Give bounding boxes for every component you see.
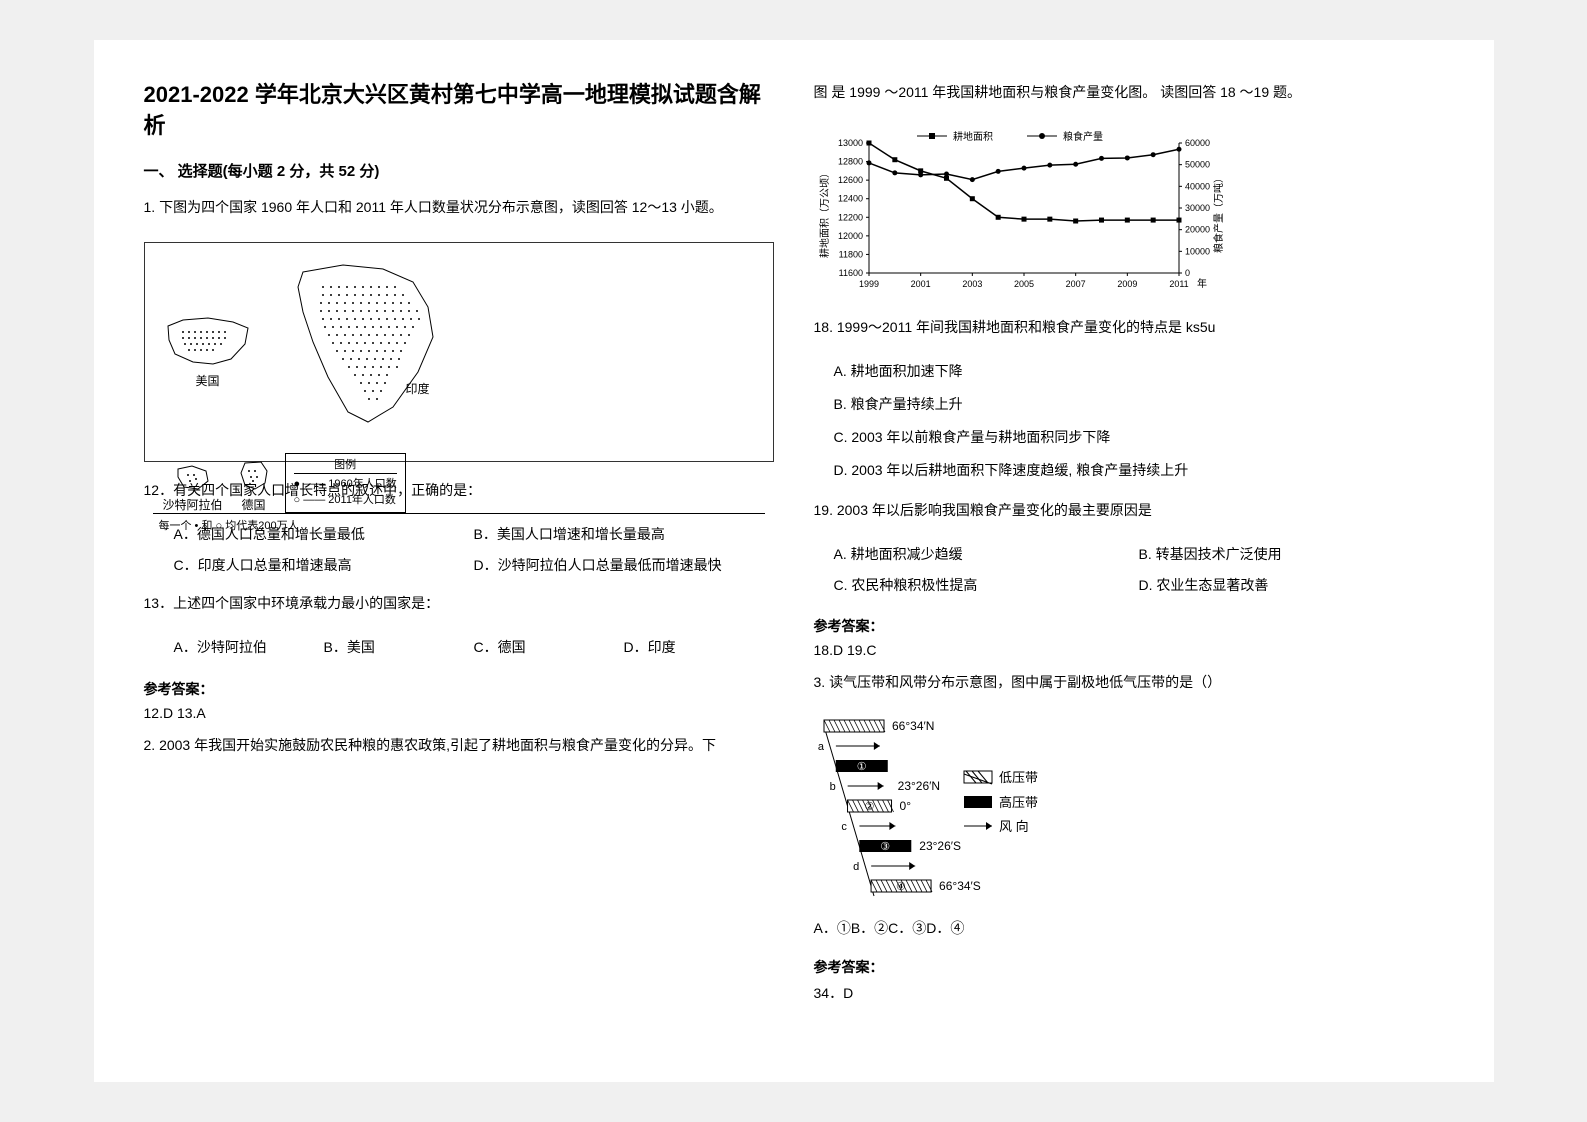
svg-text:2007: 2007 [1065, 279, 1085, 289]
answer-label-2: 参考答案： [814, 616, 1444, 636]
farmland-grain-chart: 11600 11800 12000 12200 12400 12600 12800 13000… [814, 123, 1234, 303]
svg-text:40000: 40000 [1185, 182, 1210, 192]
svg-text:d: d [853, 861, 859, 873]
section-1-head: 一、 选择题(每小题 2 分，共 52 分) [144, 160, 774, 181]
usa-label: 美国 [195, 372, 219, 389]
svg-text:13000: 13000 [837, 138, 862, 148]
svg-text:12800: 12800 [837, 157, 862, 167]
doc-title: 2021-2022 学年北京大兴区黄村第七中学高一地理模拟试题含解析 [144, 80, 774, 142]
svg-text:2005: 2005 [1013, 279, 1033, 289]
svg-text:b: b [829, 781, 835, 793]
q2-stem-part2: 图 是 1999 ～2011 年我国耕地面积与粮食产量变化图。 读图回答 18 … [814, 80, 1444, 105]
q13-opt-a: A．沙特阿拉伯 [174, 632, 324, 663]
q18-opt-d: D. 2003 年以后耕地面积下降速度趋缓, 粮食产量持续上升 [834, 455, 1444, 486]
svg-text:0°: 0° [899, 799, 911, 813]
svg-text:2011: 2011 [1169, 279, 1188, 289]
svg-text:20000: 20000 [1185, 225, 1210, 235]
answer-3: 34．D [814, 983, 1444, 1003]
svg-text:2009: 2009 [1117, 279, 1137, 289]
svg-text:12600: 12600 [837, 175, 862, 185]
left-column: 2021-2022 学年北京大兴区黄村第七中学高一地理模拟试题含解析 一、 选择… [144, 80, 774, 1042]
svg-text:30000: 30000 [1185, 203, 1210, 213]
q12-stem: 12．有关四个国家人口增长特点的叙述中，正确的是： [144, 478, 774, 503]
q13-opt-d: D．印度 [624, 632, 774, 663]
q18-stem: 18. 1999～2011 年间我国耕地面积和粮食产量变化的特点是 ks5u [814, 315, 1444, 340]
q13-stem: 13．上述四个国家中环境承载力最小的国家是： [144, 591, 774, 616]
legend-title: 图例 [294, 458, 397, 474]
answer-label-1: 参考答案： [144, 679, 774, 699]
legend-low: 低压带 [999, 770, 1038, 785]
population-map-figure: 美国 [144, 242, 774, 462]
legend-high: 高压带 [999, 795, 1038, 810]
q19-opt-c: C. 农民种粮积极性提高 [834, 570, 1139, 601]
svg-text:年: 年 [1197, 277, 1207, 290]
q19-opt-d: D. 农业生态显著改善 [1139, 570, 1444, 601]
q2-stem-part1: 2. 2003 年我国开始实施鼓励农民种粮的惠农政策,引起了耕地面积与粮食产量变… [144, 733, 774, 758]
q18-opt-b: B. 粮食产量持续上升 [834, 389, 1444, 420]
svg-text:③: ③ [880, 841, 890, 853]
q19-stem: 19. 2003 年以后影响我国粮食产量变化的最主要原因是 [814, 498, 1444, 523]
svg-text:11800: 11800 [838, 250, 862, 260]
document-page: 2021-2022 学年北京大兴区黄村第七中学高一地理模拟试题含解析 一、 选择… [94, 40, 1494, 1082]
q3-stem: 3. 读气压带和风带分布示意图，图中属于副极地低气压带的是（） [814, 670, 1444, 695]
q1-stem: 1. 下图为四个国家 1960 年人口和 2011 年人口数量状况分布示意图，读… [144, 195, 774, 220]
svg-text:66°34′N: 66°34′N [892, 719, 934, 733]
legend-wind: 风 向 [999, 819, 1029, 834]
svg-text:12000: 12000 [837, 231, 862, 241]
svg-text:2001: 2001 [910, 279, 930, 289]
map-shapes: 美国 [153, 251, 765, 453]
pressure-belt-figure: 66°34′N a ① 23°26′N b 0° ② c 23°26′S ③ d 66°34′S ④ 低… [814, 716, 1044, 906]
q19-opt-b: B. 转基因技术广泛使用 [1139, 539, 1444, 570]
svg-text:2003: 2003 [962, 279, 982, 289]
svg-text:0: 0 [1185, 268, 1190, 278]
answer-1: 12.D 13.A [144, 705, 774, 721]
svg-text:耕地面积: 耕地面积 [953, 130, 993, 143]
svg-text:粮食产量: 粮食产量 [1063, 130, 1103, 143]
svg-text:1999: 1999 [858, 279, 878, 289]
svg-text:66°34′S: 66°34′S [939, 879, 981, 893]
q13-opt-b: B．美国 [324, 632, 474, 663]
svg-text:23°26′N: 23°26′N [897, 779, 939, 793]
svg-text:粮食产量（万吨）: 粮食产量（万吨） [1212, 173, 1225, 253]
q18-options: A. 耕地面积加速下降 B. 粮食产量持续上升 C. 2003 年以前粮食产量与… [834, 356, 1444, 487]
q12-opt-c: C．印度人口总量和增速最高 [174, 550, 474, 581]
q19-options: A. 耕地面积减少趋缓B. 转基因技术广泛使用 C. 农民种粮积极性提高D. 农… [834, 539, 1444, 601]
svg-text:12200: 12200 [837, 212, 862, 222]
svg-text:60000: 60000 [1185, 138, 1210, 148]
answer-label-3: 参考答案： [814, 957, 1444, 977]
india-label: 印度 [405, 380, 429, 397]
answer-2: 18.D 19.C [814, 642, 1444, 658]
q12-options: A．德国人口总量和增长量最低B．美国人口增速和增长量最高 C．印度人口总量和增速… [174, 519, 774, 581]
india-shape: 印度 [273, 257, 443, 447]
q12-opt-d: D．沙特阿拉伯人口总量最低而增速最快 [474, 550, 774, 581]
right-column: 图 是 1999 ～2011 年我国耕地面积与粮食产量变化图。 读图回答 18 … [814, 80, 1444, 1042]
svg-text:10000: 10000 [1185, 247, 1210, 257]
q12-opt-a: A．德国人口总量和增长量最低 [174, 519, 474, 550]
q13-options: A．沙特阿拉伯 B．美国 C．德国 D．印度 [174, 632, 774, 663]
q12-opt-b: B．美国人口增速和增长量最高 [474, 519, 774, 550]
q18-opt-c: C. 2003 年以前粮食产量与耕地面积同步下降 [834, 422, 1444, 453]
svg-text:①: ① [856, 761, 866, 773]
q18-opt-a: A. 耕地面积加速下降 [834, 356, 1444, 387]
svg-text:耕地面积（万公顷）: 耕地面积（万公顷） [818, 168, 831, 258]
q3-options: A．①B．②C．③D．④ [814, 916, 1444, 941]
q19-opt-a: A. 耕地面积减少趋缓 [834, 539, 1139, 570]
svg-text:a: a [817, 741, 824, 753]
svg-text:23°26′S: 23°26′S [919, 839, 961, 853]
svg-text:②: ② [864, 801, 874, 813]
svg-text:④: ④ [896, 881, 906, 893]
svg-text:12400: 12400 [837, 194, 862, 204]
svg-text:c: c [841, 821, 847, 833]
svg-text:50000: 50000 [1185, 160, 1210, 170]
svg-text:11600: 11600 [838, 268, 862, 278]
q13-opt-c: C．德国 [474, 632, 624, 663]
usa-shape: 美国 [163, 314, 253, 389]
